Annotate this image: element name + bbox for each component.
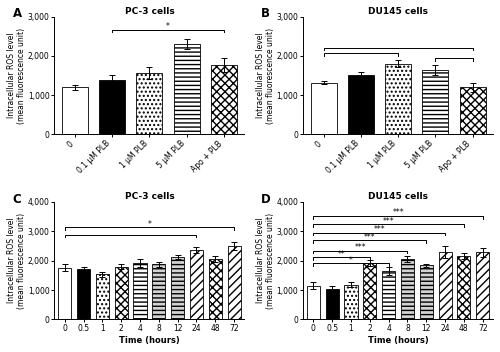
Text: ***: *** (354, 243, 366, 252)
Text: *: * (148, 220, 152, 228)
Bar (385, 64, 411, 134)
Bar (99, 80, 125, 134)
Text: ***: *** (374, 225, 385, 234)
Bar (344, 285, 358, 319)
Bar (460, 87, 485, 134)
Title: PC-3 cells: PC-3 cells (124, 192, 174, 201)
Bar (134, 263, 146, 319)
Bar (136, 73, 162, 134)
Y-axis label: Intracellular ROS level
(mean fluorescence unit): Intracellular ROS level (mean fluorescen… (7, 213, 26, 309)
Bar (307, 285, 320, 319)
Bar (422, 70, 448, 134)
Bar (458, 256, 470, 319)
Bar (190, 250, 203, 319)
Bar (96, 275, 109, 319)
Y-axis label: Intracellular ROS level
(mean fluorescence unit): Intracellular ROS level (mean fluorescen… (256, 27, 275, 124)
Bar (208, 259, 222, 319)
X-axis label: Time (hours): Time (hours) (368, 336, 428, 345)
Bar (382, 271, 395, 319)
Text: A: A (12, 7, 22, 20)
Y-axis label: Intracellular ROS level
(mean fluorescence unit): Intracellular ROS level (mean fluorescen… (7, 27, 26, 124)
Text: ***: *** (364, 233, 376, 242)
Bar (58, 268, 71, 319)
Bar (364, 263, 376, 319)
Title: PC-3 cells: PC-3 cells (124, 7, 174, 16)
Text: B: B (262, 7, 270, 20)
Bar (476, 252, 490, 319)
Bar (228, 246, 240, 319)
Text: *: * (166, 22, 170, 31)
Text: C: C (12, 193, 22, 206)
Bar (77, 270, 90, 319)
Text: *: * (349, 256, 353, 265)
Title: DU145 cells: DU145 cells (368, 192, 428, 201)
Bar (438, 252, 452, 319)
X-axis label: Time (hours): Time (hours) (119, 336, 180, 345)
Bar (114, 266, 128, 319)
Text: ***: *** (383, 216, 394, 226)
Bar (401, 259, 414, 319)
Bar (348, 75, 374, 134)
Bar (171, 257, 184, 319)
Text: D: D (262, 193, 271, 206)
Bar (174, 44, 200, 134)
Bar (152, 264, 166, 319)
Title: DU145 cells: DU145 cells (368, 7, 428, 16)
Bar (62, 87, 88, 134)
Text: **: ** (338, 250, 345, 259)
Y-axis label: Intracellular ROS level
(mean fluorescence unit): Intracellular ROS level (mean fluorescen… (256, 213, 275, 309)
Bar (310, 83, 336, 134)
Bar (326, 289, 339, 319)
Bar (211, 65, 237, 134)
Bar (420, 265, 433, 319)
Text: ***: *** (392, 208, 404, 218)
